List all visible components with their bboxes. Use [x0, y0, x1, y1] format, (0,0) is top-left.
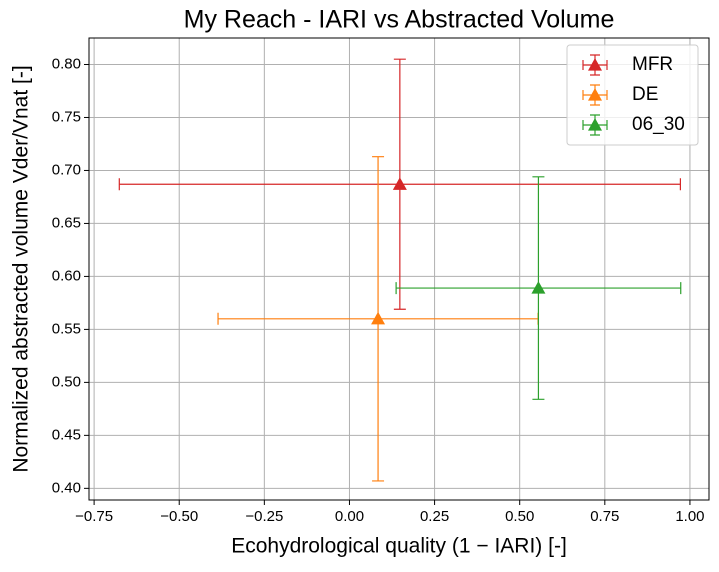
- y-tick-label: 0.75: [52, 108, 81, 125]
- x-tick-label: −0.25: [245, 508, 283, 525]
- x-axis-label: Ecohydrological quality (1 − IARI) [-]: [231, 535, 567, 558]
- x-tick-label: 1.00: [675, 508, 704, 525]
- y-tick-label: 0.40: [52, 479, 81, 496]
- x-tick-label: −0.75: [75, 508, 113, 525]
- y-tick-label: 0.45: [52, 426, 81, 443]
- legend-marker: [588, 88, 602, 101]
- y-tick-label: 0.70: [52, 161, 81, 178]
- legend-marker: [588, 118, 602, 131]
- marker: [371, 311, 386, 325]
- x-tick-label: 0.25: [420, 508, 449, 525]
- x-tick-label: 0.00: [335, 508, 364, 525]
- legend-label: MFR: [632, 54, 673, 75]
- y-tick-label: 0.60: [52, 267, 81, 284]
- y-axis-label: Normalized abstracted volume Vder/Vnat […: [10, 65, 33, 472]
- y-tick-label: 0.80: [52, 55, 81, 72]
- x-tick-label: 0.50: [505, 508, 534, 525]
- plot-frame: [88, 37, 710, 501]
- y-tick-label: 0.65: [52, 214, 81, 231]
- y-tick-label: 0.55: [52, 320, 81, 337]
- y-tick-label: 0.50: [52, 373, 81, 390]
- legend-label: DE: [632, 84, 658, 105]
- legend-label: 06_30: [632, 114, 685, 135]
- legend-marker: [588, 58, 602, 71]
- x-tick-label: −0.50: [160, 508, 198, 525]
- x-tick-label: 0.75: [590, 508, 619, 525]
- marker: [392, 177, 407, 190]
- chart-title: My Reach - IARI vs Abstracted Volume: [184, 6, 615, 34]
- marker: [531, 281, 546, 294]
